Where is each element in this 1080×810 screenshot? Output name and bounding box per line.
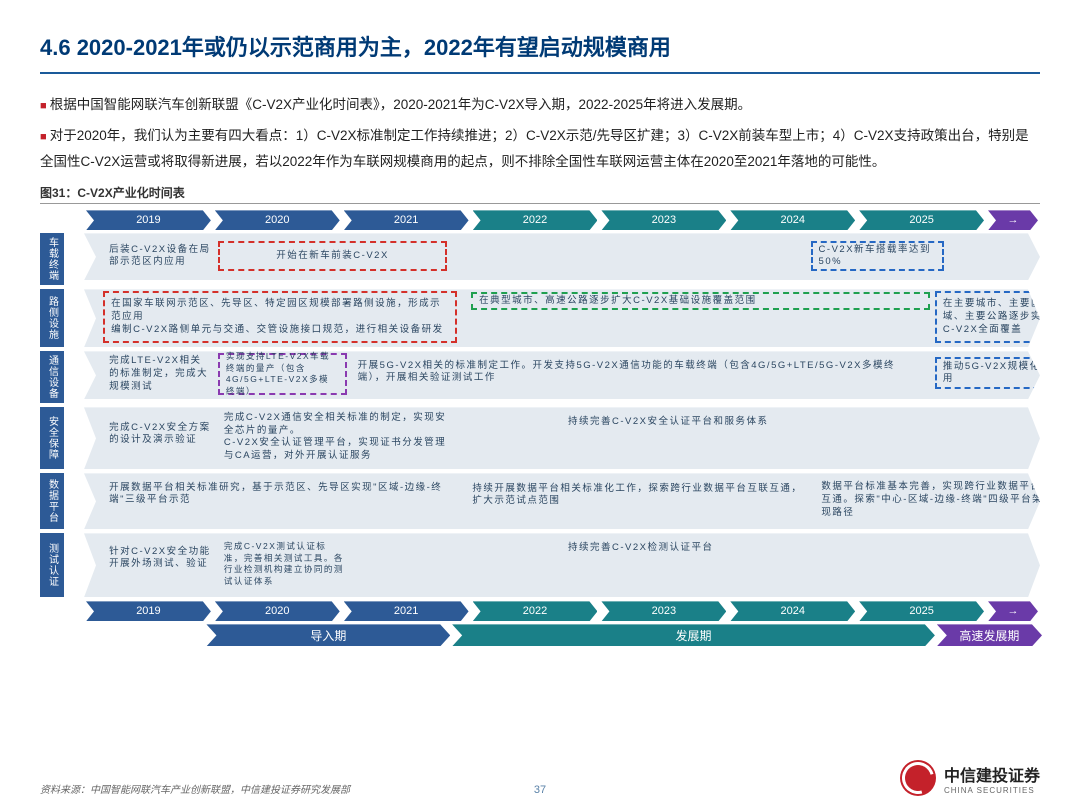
track-body: 开展数据平台相关标准研究，基于示范区、先导区实现"区域-边缘-终端"三级平台示范…: [84, 473, 1040, 529]
track-body: 后装C-V2X设备在局部示范区内应用开始在新车前装C-V2X C-V2X新车搭载率…: [84, 233, 1040, 280]
page-title: 4.6 2020-2021年或仍以示范商用为主，2022年有望启动规模商用: [40, 30, 1040, 62]
timeline-cell: 完成LTE-V2X相关的标准制定，完成大规模测试: [103, 354, 218, 394]
timeline-cell: 实现支持LTE-V2X车载终端的量产（包含4G/5G+LTE-V2X多模终端）: [218, 353, 347, 395]
bullet-item: 对于2020年，我们认为主要有四大看点：1）C-V2X标准制定工作持续推进；2）…: [40, 123, 1040, 174]
track-body: 完成LTE-V2X相关的标准制定，完成大规模测试实现支持LTE-V2X车载终端的…: [84, 351, 1040, 399]
timeline-cell: 开展数据平台相关标准研究，基于示范区、先导区实现"区域-边缘-终端"三级平台示范: [103, 476, 457, 512]
timeline-cell: 持续开展数据平台相关标准化工作，探索跨行业数据平台互联互通，扩大示范试点范围: [466, 477, 810, 513]
track-body: 针对C-V2X安全功能开展外场测试、验证完成C-V2X测试认证标准，完善相关测试…: [84, 533, 1040, 597]
timeline-cell: 持续完善C-V2X安全认证平台和服务体系: [562, 413, 944, 431]
year-tab: 2022: [473, 601, 598, 621]
year-tab: 2020: [215, 210, 340, 230]
logo-subtitle: CHINA SECURITIES: [944, 786, 1040, 795]
track-body: 在国家车联网示范区、先导区、特定园区规模部署路侧设施，形成示范应用编制C-V2X…: [84, 289, 1040, 347]
timeline-cell: 在国家车联网示范区、先导区、特定园区规模部署路侧设施，形成示范应用编制C-V2X…: [103, 291, 457, 343]
track-row: 车载终端 后装C-V2X设备在局部示范区内应用开始在新车前装C-V2X C-V2X新…: [40, 233, 1040, 285]
timeline-cell: 完成C-V2X通信安全相关标准的制定，实现安全芯片的量产。C-V2X安全认证管理…: [218, 409, 457, 465]
year-tab: 2022: [473, 210, 598, 230]
year-tab: 2023: [601, 601, 726, 621]
timeline-cell: 在主要城市、主要区域、主要公路逐步实现C-V2X全面覆盖: [935, 291, 1069, 343]
logo-icon: [900, 760, 936, 796]
phase-tab: 导入期: [206, 624, 450, 646]
timeline-cell: 针对C-V2X安全功能开展外场测试、验证: [103, 536, 218, 580]
track-label: 安全保障: [40, 407, 64, 469]
track-label: 通信设备: [40, 351, 64, 403]
year-tab: 2019: [86, 601, 211, 621]
timeline-cell: 数据平台标准基本完善，实现跨行业数据平台互联互通。探索"中心-区域-边缘-终端"…: [815, 475, 1073, 525]
year-tab: 2021: [344, 601, 469, 621]
bullet-item: 根据中国智能网联汽车创新联盟《C-V2X产业化时间表》，2020-2021年为C…: [40, 92, 1040, 118]
chart-title: 图31：C-V2X产业化时间表: [40, 184, 1040, 204]
year-tab: 2021: [344, 210, 469, 230]
logo-name: 中信建投证券: [944, 762, 1040, 786]
track-label: 路侧设施: [40, 289, 64, 347]
bullets-list: 根据中国智能网联汽车创新联盟《C-V2X产业化时间表》，2020-2021年为C…: [40, 92, 1040, 175]
timeline: 2019202020212022202320242025→ 车载终端后装C-V2…: [40, 210, 1040, 648]
timeline-cell: 在典型城市、高速公路逐步扩大C-V2X基础设施覆盖范围: [471, 292, 930, 310]
year-tab: 2025: [859, 601, 984, 621]
footer: 资料来源：中国智能网联汽车产业创新联盟，中信建投证券研究发展部 37 中信建投证…: [40, 760, 1040, 796]
timeline-cell: 后装C-V2X设备在局部示范区内应用: [103, 236, 218, 276]
track-row: 数据平台开展数据平台相关标准研究，基于示范区、先导区实现"区域-边缘-终端"三级…: [40, 473, 1040, 529]
timeline-cell: 开展5G-V2X相关的标准制定工作。开发支持5G-V2X通信功能的车载终端（包含…: [352, 354, 926, 390]
track-row: 测试认证针对C-V2X安全功能开展外场测试、验证完成C-V2X测试认证标准，完善…: [40, 533, 1040, 597]
year-tab: →: [988, 210, 1038, 230]
timeline-cell: 推动5G-V2X规模化应用: [935, 357, 1069, 389]
phase-tab: 高速发展期: [937, 624, 1042, 646]
year-tab: →: [988, 601, 1038, 621]
timeline-cell: 完成C-V2X测试认证标准，完善相关测试工具。各行业检测机构建立协同的测试认证体…: [218, 535, 352, 593]
timeline-cell: 开始在新车前装C-V2X: [218, 241, 447, 271]
year-tab: 2025: [859, 210, 984, 230]
year-tab: 2020: [215, 601, 340, 621]
track-row: 通信设备完成LTE-V2X相关的标准制定，完成大规模测试实现支持LTE-V2X车…: [40, 351, 1040, 403]
timeline-cell: 持续完善C-V2X检测认证平台: [562, 539, 906, 557]
timeline-tracks: 车载终端 后装C-V2X设备在局部示范区内应用开始在新车前装C-V2X C-V2X新…: [40, 233, 1040, 597]
timeline-cell: C-V2X新车搭载率达到50%: [811, 241, 945, 271]
track-label: 测试认证: [40, 533, 64, 597]
track-label: 数据平台: [40, 473, 64, 529]
source-text: 资料来源：中国智能网联汽车产业创新联盟，中信建投证券研究发展部: [40, 781, 350, 796]
phase-row: 导入期发展期高速发展期: [84, 624, 1040, 648]
track-body: 完成C-V2X安全方案的设计及演示验证完成C-V2X通信安全相关标准的制定，实现…: [84, 407, 1040, 469]
year-tab: 2024: [730, 210, 855, 230]
timeline-cell: 完成C-V2X安全方案的设计及演示验证: [103, 410, 218, 458]
year-tab: 2023: [601, 210, 726, 230]
page-number: 37: [534, 784, 546, 796]
year-header-bottom: 2019202020212022202320242025→: [84, 601, 1040, 621]
year-header-top: 2019202020212022202320242025→: [84, 210, 1040, 230]
year-tab: 2024: [730, 601, 855, 621]
track-label: 车载终端: [40, 233, 64, 285]
company-logo: 中信建投证券 CHINA SECURITIES: [900, 760, 1040, 796]
phase-tab: 发展期: [452, 624, 935, 646]
track-row: 安全保障完成C-V2X安全方案的设计及演示验证完成C-V2X通信安全相关标准的制…: [40, 407, 1040, 469]
title-divider: [40, 72, 1040, 74]
year-tab: 2019: [86, 210, 211, 230]
track-row: 路侧设施 在国家车联网示范区、先导区、特定园区规模部署路侧设施，形成示范应用编制C…: [40, 289, 1040, 347]
